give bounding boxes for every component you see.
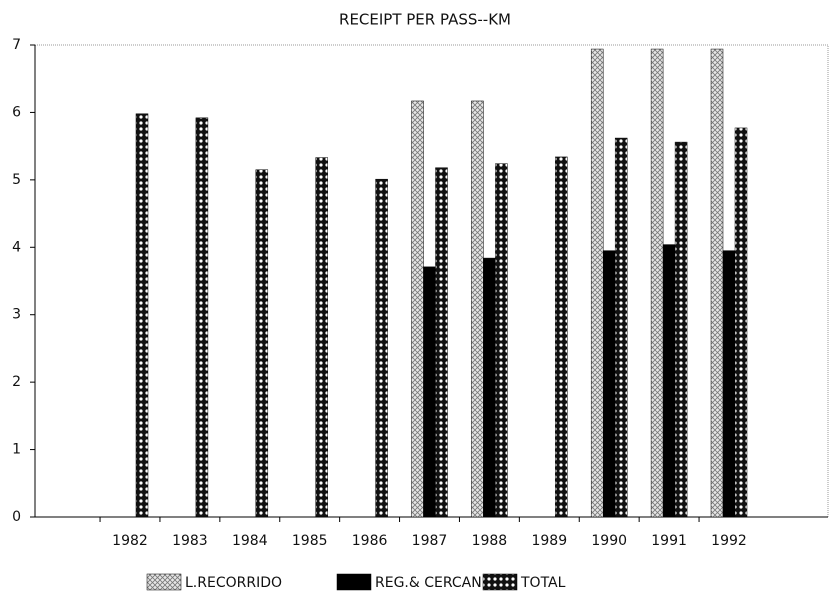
bar: [135, 113, 149, 518]
x-tick-label: 1990: [591, 533, 627, 549]
x-tick-label: 1989: [531, 533, 567, 549]
bar: [483, 257, 496, 518]
y-tick-label: 5: [12, 172, 21, 188]
y-tick-label: 3: [12, 307, 21, 323]
bar: [710, 48, 724, 518]
bar: [255, 169, 269, 518]
legend-label: L.RECORRIDO: [185, 575, 282, 591]
bar: [435, 167, 448, 518]
chart-title: RECEIPT PER PASS--KM: [339, 11, 511, 29]
y-tick-label: 1: [12, 442, 21, 458]
bar: [495, 163, 508, 518]
x-tick-label: 1992: [711, 533, 747, 549]
bar: [195, 117, 209, 518]
legend-swatch: [482, 573, 518, 591]
bar: [674, 141, 688, 518]
bar: [471, 100, 484, 518]
bar: [555, 156, 568, 518]
bar: [423, 266, 436, 518]
y-tick-label: 7: [12, 37, 21, 53]
bar: [662, 244, 676, 518]
legend-label: TOTAL: [520, 575, 566, 591]
x-tick-label: 1986: [352, 533, 388, 549]
y-tick-label: 4: [12, 239, 21, 255]
x-tick-label: 1988: [472, 533, 508, 549]
x-tick-label: 1991: [651, 533, 687, 549]
bar: [375, 178, 388, 518]
legend-label: REG.& CERCAN.: [375, 575, 486, 591]
bar: [650, 48, 664, 518]
bar: [411, 100, 424, 518]
x-tick-label: 1985: [292, 533, 328, 549]
y-tick-label: 0: [12, 509, 21, 525]
x-tick-label: 1984: [232, 533, 268, 549]
y-tick-label: 2: [12, 374, 21, 390]
legend-swatch: [146, 573, 182, 591]
x-tick-label: 1983: [172, 533, 208, 549]
x-tick-label: 1982: [112, 533, 148, 549]
y-tick-label: 6: [12, 104, 21, 120]
bar: [602, 250, 616, 518]
x-tick-label: 1987: [412, 533, 448, 549]
bar: [614, 137, 628, 518]
bar: [722, 250, 736, 518]
bar: [590, 48, 604, 518]
bar: [315, 157, 328, 518]
legend-swatch: [336, 573, 372, 591]
bar: [734, 127, 748, 518]
